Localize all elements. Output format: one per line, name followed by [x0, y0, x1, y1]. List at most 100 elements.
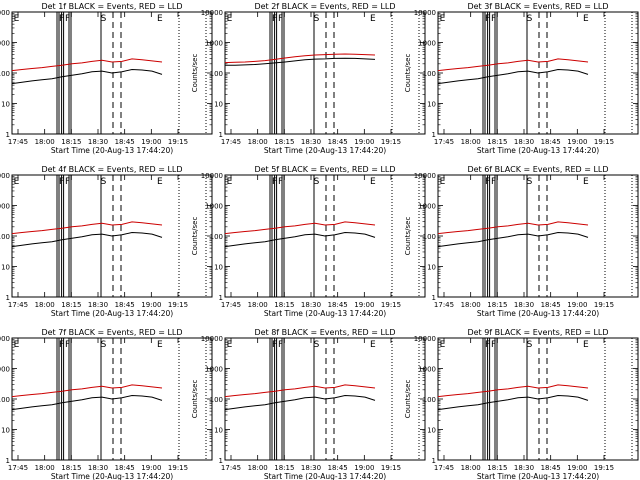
- y-tick-label: 10000: [201, 335, 223, 343]
- series-line-lld: [11, 221, 163, 235]
- marker-label: E: [583, 340, 589, 350]
- y-tick-label: 1000: [205, 40, 223, 48]
- x-tick-label: 18:15: [487, 301, 507, 309]
- marker-label: E: [440, 177, 446, 187]
- x-tick-label: 18:00: [248, 138, 268, 146]
- x-tick-label: 19:15: [381, 301, 401, 309]
- x-axis-label: Start Time (20-Aug-13 17:44:20): [264, 309, 386, 318]
- marker-label: F: [485, 340, 490, 350]
- x-tick-label: 19:15: [168, 464, 188, 472]
- y-axis-label: Counts/sec: [191, 217, 199, 256]
- x-tick-label: 19:15: [594, 464, 614, 472]
- y-tick-label: 1: [219, 294, 223, 302]
- x-tick-label: 19:00: [567, 301, 587, 309]
- marker-label: F: [65, 177, 70, 187]
- x-tick-label: 18:45: [328, 301, 348, 309]
- y-tick-label: 10000: [0, 172, 10, 180]
- x-tick-label: 17:45: [8, 138, 28, 146]
- y-tick-label: 10000: [0, 335, 10, 343]
- y-tick-label: 10: [214, 264, 223, 272]
- x-tick-label: 18:30: [88, 138, 108, 146]
- marker-label: S: [101, 177, 107, 187]
- x-tick-label: 18:45: [541, 138, 561, 146]
- x-tick-label: 18:15: [61, 464, 81, 472]
- y-tick-label: 10000: [414, 335, 436, 343]
- x-tick-label: 18:15: [487, 138, 507, 146]
- marker-label: E: [370, 177, 376, 187]
- plot-title: Det 6f BLACK = Events, RED = LLD: [467, 165, 608, 174]
- marker-label: F: [272, 340, 277, 350]
- series-line-lld: [11, 58, 163, 72]
- x-tick-label: 19:00: [141, 138, 161, 146]
- x-axis-label: Start Time (20-Aug-13 17:44:20): [477, 146, 599, 155]
- x-tick-label: 19:00: [354, 301, 374, 309]
- x-tick-label: 18:45: [115, 464, 135, 472]
- x-tick-label: 18:30: [514, 464, 534, 472]
- x-axis-label: Start Time (20-Aug-13 17:44:20): [51, 472, 173, 480]
- y-axis-label: Counts/sec: [191, 54, 199, 93]
- detector-panel-1: Det 1f BLACK = Events, RED = LLD 1 10 100 10…: [0, 2, 213, 155]
- x-tick-label: 19:00: [141, 464, 161, 472]
- x-tick-label: 19:15: [168, 301, 188, 309]
- y-tick-label: 1000: [418, 366, 436, 374]
- y-tick-label: 1000: [418, 40, 436, 48]
- detector-panel-5: Det 5f BLACK = Events, RED = LLD 1 10 100 10…: [191, 165, 426, 318]
- y-tick-label: 100: [0, 70, 10, 78]
- x-tick-label: 18:15: [487, 464, 507, 472]
- y-tick-label: 10: [427, 264, 436, 272]
- y-tick-label: 10: [214, 427, 223, 435]
- x-tick-label: 18:00: [461, 138, 481, 146]
- series-line-lld: [224, 221, 376, 235]
- series-line-events: [11, 68, 163, 85]
- detector-panel-4: Det 4f BLACK = Events, RED = LLD 1 10 100 10…: [0, 165, 213, 318]
- x-tick-label: 18:30: [88, 301, 108, 309]
- marker-label: S: [101, 340, 107, 350]
- marker-label: S: [314, 340, 320, 350]
- y-tick-label: 100: [210, 396, 223, 404]
- x-tick-label: 18:00: [35, 301, 55, 309]
- x-tick-label: 18:45: [328, 138, 348, 146]
- marker-label: E: [157, 14, 163, 24]
- y-tick-label: 100: [423, 396, 436, 404]
- y-tick-label: 1: [432, 131, 436, 139]
- x-tick-label: 17:45: [8, 301, 28, 309]
- series-line-lld: [224, 53, 376, 64]
- x-tick-label: 18:00: [248, 301, 268, 309]
- series-line-events: [11, 231, 163, 248]
- x-tick-label: 18:00: [461, 464, 481, 472]
- y-tick-label: 10000: [201, 172, 223, 180]
- marker-label: E: [14, 177, 20, 187]
- x-tick-label: 18:45: [115, 301, 135, 309]
- marker-label: S: [314, 14, 320, 24]
- plot-title: Det 8f BLACK = Events, RED = LLD: [254, 328, 395, 337]
- x-tick-label: 18:45: [328, 464, 348, 472]
- marker-label: E: [14, 14, 20, 24]
- x-tick-label: 18:45: [541, 464, 561, 472]
- series-line-events: [225, 57, 376, 66]
- y-tick-label: 10: [1, 427, 10, 435]
- y-tick-label: 10000: [0, 9, 10, 17]
- series-line-events: [437, 394, 589, 411]
- x-tick-label: 19:15: [381, 138, 401, 146]
- marker-label: F: [485, 14, 490, 24]
- y-tick-label: 1: [432, 294, 436, 302]
- y-tick-label: 100: [0, 233, 10, 241]
- marker-label: E: [157, 177, 163, 187]
- marker-label: S: [101, 14, 107, 24]
- x-tick-label: 17:45: [434, 464, 454, 472]
- x-tick-label: 17:45: [221, 301, 241, 309]
- y-tick-label: 1000: [0, 40, 10, 48]
- x-tick-label: 19:15: [594, 301, 614, 309]
- marker-label: F: [59, 177, 64, 187]
- series-line-events: [224, 231, 376, 248]
- x-axis-label: Start Time (20-Aug-13 17:44:20): [264, 146, 386, 155]
- y-tick-label: 100: [210, 70, 223, 78]
- detector-panel-6: Det 6f BLACK = Events, RED = LLD 1 10 100 10…: [404, 165, 639, 318]
- y-tick-label: 1: [6, 294, 10, 302]
- plot-title: Det 4f BLACK = Events, RED = LLD: [41, 165, 182, 174]
- x-tick-label: 19:15: [168, 138, 188, 146]
- x-axis-label: Start Time (20-Aug-13 17:44:20): [477, 472, 599, 480]
- y-tick-label: 100: [423, 70, 436, 78]
- x-tick-label: 18:45: [115, 138, 135, 146]
- detector-panel-9: Det 9f BLACK = Events, RED = LLD 1 10 100 10…: [404, 328, 639, 480]
